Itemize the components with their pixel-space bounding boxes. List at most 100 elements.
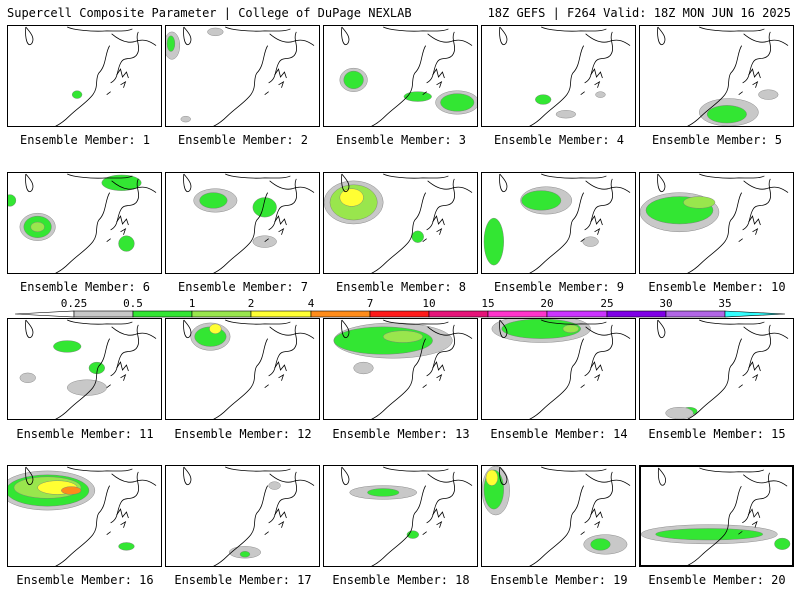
colorbar-segment [191,310,252,318]
ensemble-map-19[interactable] [481,465,636,567]
coastline [687,486,742,565]
colorbar-tick: 4 [307,297,315,310]
colorbar-segment [606,310,667,318]
scp-contour [440,93,475,112]
coastline [225,466,291,472]
ensemble-map-17[interactable] [165,465,320,567]
coastline [657,173,666,192]
coastline [111,180,157,193]
ensemble-map-16[interactable] [7,465,162,567]
scp-contour [485,469,498,486]
coastline [743,180,789,193]
coastline [422,361,445,388]
coastline [183,466,192,485]
colorbar-tick: 0.5 [123,297,143,310]
coastline [268,324,297,377]
coastline [25,26,34,45]
coastline [371,485,427,566]
coastline [183,173,192,192]
coastline [268,471,297,524]
coastline [25,319,34,338]
coastline [742,324,771,377]
colorbar [14,310,786,318]
colorbar-left-arrow [14,310,75,318]
colorbar-tick: 0.25 [60,297,88,310]
ensemble-map-9[interactable] [481,172,636,274]
scp-contour [8,194,17,207]
coastline [699,26,765,32]
coastline [111,33,157,46]
scp-contour [590,538,611,551]
colorbar-right-arrow [724,310,786,318]
ensemble-member-label: Ensemble Member: 12 [174,427,312,441]
coastline [427,473,473,486]
coastline [341,466,350,485]
ensemble-member-label: Ensemble Member: 5 [651,133,783,147]
coastline [383,319,449,325]
ensemble-map-13[interactable] [323,318,478,420]
colorbar-segment [310,310,371,318]
coastline [213,45,269,126]
coastline [585,33,631,46]
colorbar-segment [665,310,726,318]
coastline [341,173,350,192]
page-title: Supercell Composite Parameter | College … [7,6,412,20]
ensemble-member-label: Ensemble Member: 6 [19,280,151,294]
coastline [699,319,765,325]
ensemble-map-14[interactable] [481,318,636,420]
ensemble-map-20[interactable] [639,465,794,567]
ensemble-member-label: Ensemble Member: 15 [648,427,786,441]
ensemble-map-6[interactable] [7,172,162,274]
ensemble-map-3[interactable] [323,25,478,127]
colorbar-tick: 30 [659,297,673,310]
coastline [742,31,771,84]
ensemble-member-label: Ensemble Member: 16 [16,573,154,587]
scp-contour [483,217,504,266]
coastline [529,485,585,566]
ensemble-map-18[interactable] [323,465,478,567]
scp-contour [367,488,400,497]
coastline [383,466,449,472]
coastline [541,466,607,472]
colorbar-tick: 25 [600,297,614,310]
scp-contour [339,188,364,207]
scp-contour [71,90,83,99]
ensemble-map-10[interactable] [639,172,794,274]
coastline [213,192,269,273]
coastline [580,361,603,388]
coastline [738,361,761,388]
ensemble-map-2[interactable] [165,25,320,127]
coastline [580,215,603,242]
scp-contour [555,110,576,119]
coastline [657,319,666,338]
ensemble-map-12[interactable] [165,318,320,420]
coastline [371,192,427,273]
coastline [529,338,585,419]
ensemble-map-5[interactable] [639,25,794,127]
coastline [687,45,743,126]
scp-contour [166,35,176,52]
scp-contour [774,537,791,550]
coastline [422,508,445,535]
ensemble-map-11[interactable] [7,318,162,420]
coastline [499,466,508,485]
ensemble-map-1[interactable] [7,25,162,127]
coastline [371,338,427,419]
coastline [738,508,761,535]
scp-contour [706,105,747,124]
ensemble-member-label: Ensemble Member: 2 [177,133,309,147]
coastline [580,508,603,535]
coastline [55,192,111,273]
ensemble-member-label: Ensemble Member: 4 [493,133,625,147]
ensemble-map-4[interactable] [481,25,636,127]
coastline [427,326,473,339]
coastline [584,471,613,524]
ensemble-map-15[interactable] [639,318,794,420]
scp-contour [252,197,277,218]
coastline [699,467,764,473]
coastline [213,338,269,419]
coastline [426,31,455,84]
ensemble-map-8[interactable] [323,172,478,274]
ensemble-map-7[interactable] [165,172,320,274]
scp-contour [180,116,191,123]
